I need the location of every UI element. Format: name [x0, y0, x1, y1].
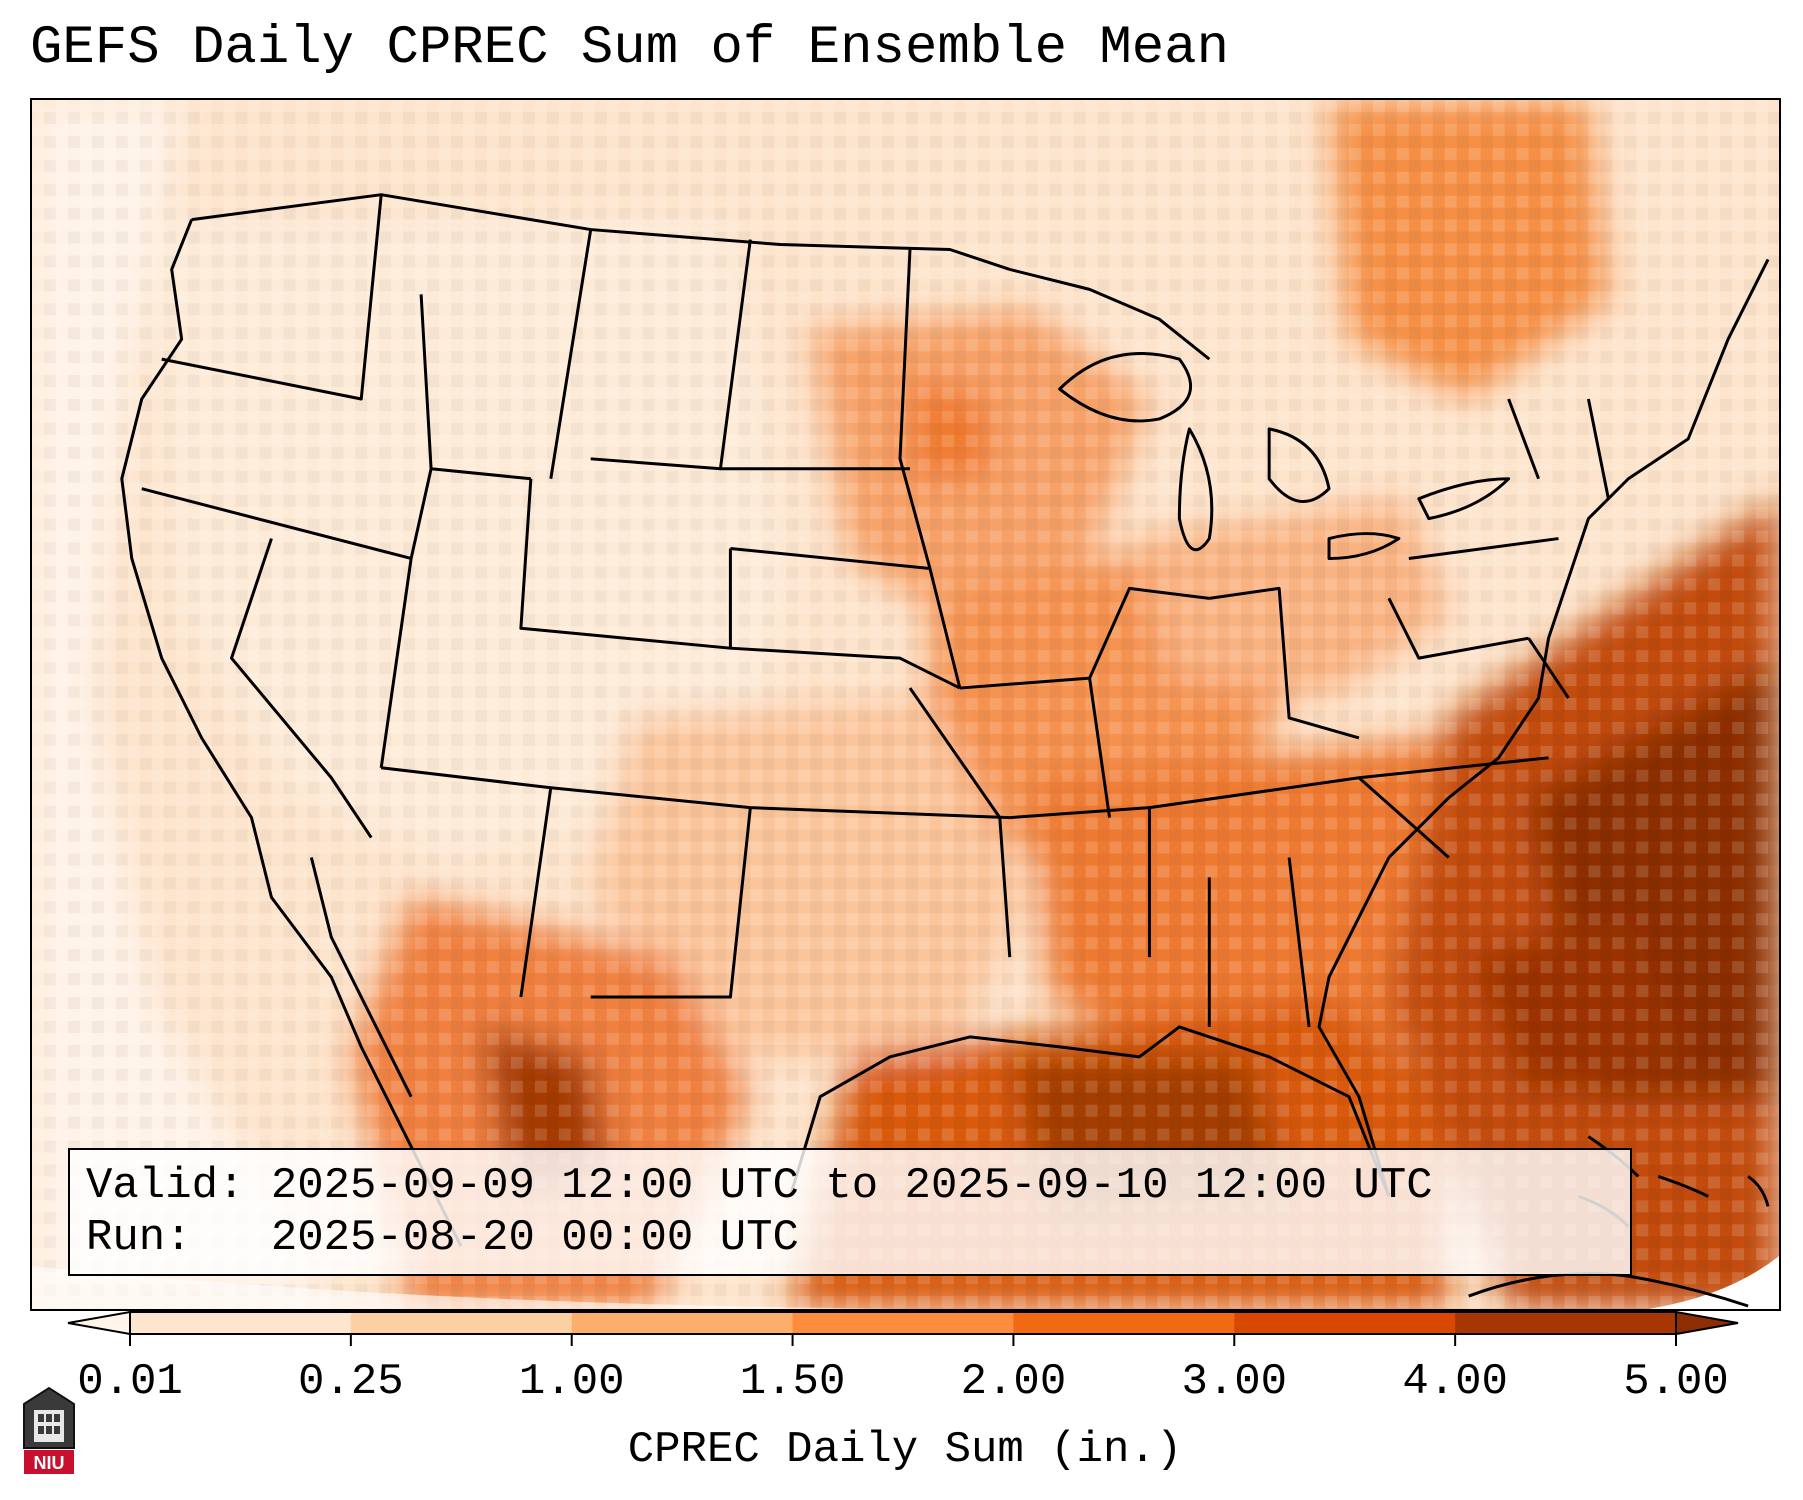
- colorbar-tick-label: 4.00: [1402, 1357, 1508, 1407]
- colorbar-bin: [1234, 1312, 1456, 1334]
- run-time: 2025-08-20 00:00 UTC: [270, 1213, 799, 1263]
- colorbar-extend-high: [1675, 1310, 1739, 1336]
- colorbar-tick-label: 5.00: [1623, 1357, 1729, 1407]
- colorbar-tick-label: 0.01: [77, 1357, 183, 1407]
- valid-range: 2025-09-09 12:00 UTC to 2025-09-10 12:00…: [270, 1161, 1433, 1211]
- info-box: Valid: 2025-09-09 12:00 UTC to 2025-09-1…: [68, 1148, 1632, 1276]
- colorbar-bin: [571, 1312, 794, 1334]
- map-panel: Valid: 2025-09-09 12:00 UTC to 2025-09-1…: [30, 98, 1781, 1311]
- colorbar-tick-label: 3.00: [1181, 1357, 1288, 1407]
- colorbar: [67, 1310, 1739, 1346]
- valid-label: Valid:: [86, 1161, 245, 1211]
- colorbar-bin: [1455, 1312, 1677, 1334]
- colorbar-bin: [792, 1312, 1014, 1334]
- colorbar-graphic: [67, 1310, 1739, 1346]
- colorbar-extend-low: [67, 1310, 131, 1336]
- colorbar-bin: [1013, 1312, 1235, 1334]
- precipitation-map: [32, 100, 1779, 1309]
- colorbar-tick-label: 2.00: [960, 1357, 1067, 1407]
- map-title: GEFS Daily CPREC Sum of Ensemble Mean: [30, 18, 1229, 79]
- colorbar-bin: [130, 1312, 352, 1334]
- run-label: Run:: [86, 1213, 192, 1263]
- colorbar-tick-label: 1.00: [518, 1357, 625, 1407]
- colorbar-tick-label: 0.25: [298, 1357, 404, 1407]
- run-line: Run: 2025-08-20 00:00 UTC: [86, 1212, 1614, 1264]
- niu-logo-text: NIU: [34, 1453, 65, 1473]
- valid-line: Valid: 2025-09-09 12:00 UTC to 2025-09-1…: [86, 1160, 1614, 1212]
- boundaries: [120, 193, 1770, 1247]
- colorbar-label: CPREC Daily Sum (in.): [627, 1425, 1183, 1475]
- niu-logo: NIU: [23, 1386, 75, 1474]
- colorbar-tick-label: 1.50: [739, 1357, 846, 1407]
- colorbar-outline: [129, 1311, 1677, 1335]
- colorbar-bin: [350, 1312, 573, 1334]
